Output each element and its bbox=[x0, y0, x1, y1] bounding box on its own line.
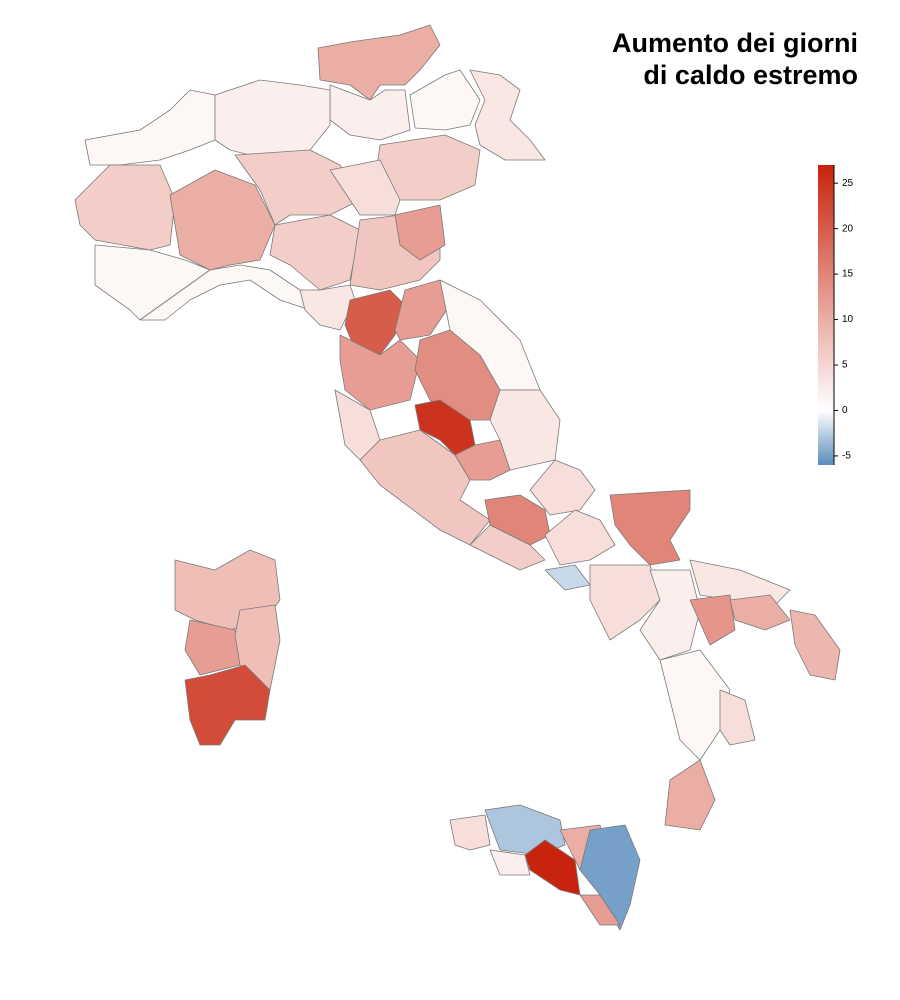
province bbox=[169, 169, 276, 271]
province bbox=[84, 89, 216, 166]
province bbox=[317, 24, 441, 101]
province bbox=[329, 159, 401, 216]
colorbar-tick-label: 15 bbox=[842, 269, 854, 280]
colorbar-tick-label: -5 bbox=[842, 451, 851, 462]
province bbox=[579, 894, 621, 926]
province bbox=[609, 489, 691, 566]
province bbox=[469, 524, 546, 571]
province bbox=[489, 389, 561, 471]
province bbox=[394, 204, 446, 261]
province bbox=[489, 849, 531, 876]
province bbox=[74, 164, 176, 251]
colorbar-tick-label: 25 bbox=[842, 178, 854, 189]
colorbar-tick-label: 20 bbox=[842, 223, 854, 234]
province bbox=[329, 84, 411, 141]
colorbar bbox=[818, 165, 834, 465]
province bbox=[449, 814, 491, 851]
colorbar-tick-label: 0 bbox=[842, 405, 848, 416]
province bbox=[719, 689, 756, 746]
province bbox=[589, 564, 661, 641]
province bbox=[269, 214, 361, 291]
province bbox=[184, 664, 271, 746]
province bbox=[529, 459, 596, 516]
province bbox=[729, 594, 791, 631]
province bbox=[659, 649, 731, 761]
province bbox=[344, 289, 406, 356]
title-line: Aumento dei giorni bbox=[612, 28, 858, 58]
title-line: di caldo estremo bbox=[643, 60, 858, 90]
province bbox=[544, 564, 591, 591]
province bbox=[664, 759, 716, 831]
regions bbox=[74, 24, 841, 931]
province bbox=[789, 609, 841, 681]
province bbox=[469, 69, 546, 161]
colorbar-tick-label: 10 bbox=[842, 314, 854, 325]
province bbox=[579, 824, 641, 931]
province bbox=[689, 594, 736, 646]
colorbar-tick-label: 5 bbox=[842, 360, 848, 371]
province bbox=[339, 334, 421, 411]
province bbox=[359, 429, 491, 546]
province bbox=[639, 569, 701, 661]
province bbox=[544, 509, 616, 566]
province bbox=[184, 619, 241, 676]
province bbox=[214, 79, 331, 161]
province bbox=[409, 69, 481, 131]
